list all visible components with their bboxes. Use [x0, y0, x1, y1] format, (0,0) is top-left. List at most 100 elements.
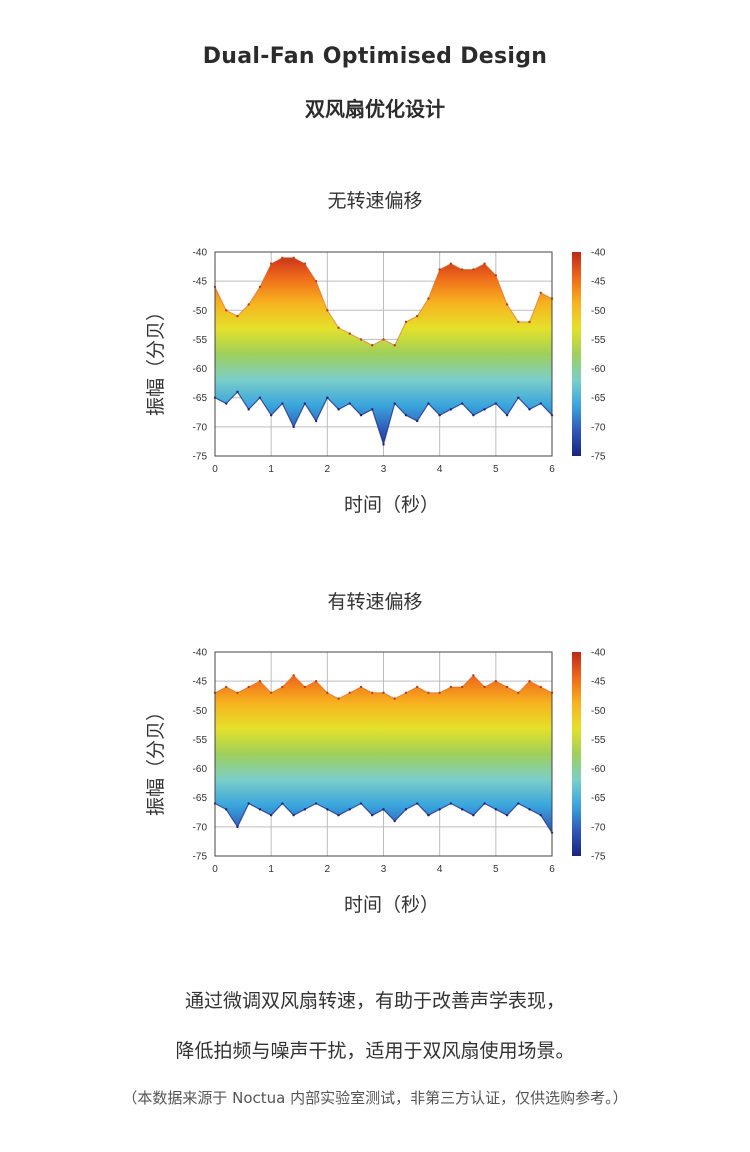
data-point-upper: [382, 691, 385, 694]
data-point-upper: [416, 685, 419, 689]
data-point-upper: [517, 691, 520, 694]
data-point-upper: [382, 338, 385, 341]
y-tick-label: -40: [193, 648, 208, 659]
data-point-lower: [449, 802, 453, 805]
data-point-upper: [371, 691, 374, 694]
x-axis-title: 时间（秒）: [344, 494, 439, 516]
data-point-upper: [460, 268, 464, 271]
data-point-lower: [258, 396, 262, 399]
data-point-upper: [460, 685, 464, 689]
data-point-upper: [247, 685, 250, 689]
data-point-lower: [539, 814, 542, 817]
data-point-lower: [314, 419, 318, 423]
data-point-lower: [382, 808, 385, 811]
colorbar-tick-label: -55: [591, 735, 606, 746]
data-point-upper: [348, 332, 351, 335]
data-source-note: （本数据来源于 Noctua 内部实验室测试，非第三方认证，仅供选购参考。）: [122, 1089, 628, 1107]
y-axis-title: 振幅（分贝）: [145, 302, 167, 416]
page-title-zh: 双风扇优化设计: [305, 97, 445, 121]
x-tick-label: 0: [212, 864, 218, 875]
data-point-lower: [247, 802, 250, 805]
data-point-upper: [359, 338, 363, 341]
description-line-2: 降低拍频与噪声干扰，适用于双风扇使用场景。: [175, 1040, 575, 1062]
colorbar-tick-label: -75: [591, 452, 606, 463]
x-tick-label: 6: [549, 864, 555, 875]
colorbar-tick-label: -65: [591, 793, 606, 804]
data-point-upper: [292, 256, 295, 260]
data-point-lower: [505, 814, 509, 817]
data-point-upper: [258, 679, 262, 683]
data-point-lower: [303, 808, 307, 811]
data-point-upper: [539, 685, 542, 689]
data-point-upper: [269, 262, 273, 265]
data-point-upper: [348, 691, 351, 694]
x-tick-label: 0: [212, 464, 218, 475]
data-point-lower: [438, 808, 441, 811]
page-title-en: Dual-Fan Optimised Design: [202, 44, 548, 69]
data-point-lower: [337, 408, 340, 411]
y-tick-label: -45: [193, 277, 208, 288]
data-point-lower: [427, 402, 430, 405]
data-point-upper: [438, 268, 441, 271]
colorbar-tick-label: -60: [591, 764, 606, 775]
data-point-upper: [416, 314, 419, 318]
data-point-lower: [438, 414, 441, 417]
data-point-upper: [337, 326, 340, 329]
data-point-upper: [269, 691, 273, 694]
amplitude-band: [215, 257, 552, 445]
colorbar-tick-label: -45: [591, 277, 606, 288]
data-point-upper: [326, 691, 329, 694]
data-point-upper: [337, 697, 340, 700]
data-point-lower: [348, 808, 351, 811]
colorbar-tick-label: -50: [591, 306, 606, 317]
data-point-lower: [281, 402, 284, 405]
x-tick-label: 4: [437, 864, 443, 875]
chart-2-with-speed-offset: 0 1 2 3 4 5 6 -40 -45 -50 -55 -60 -65 -70 -75 -40 -45 -50…: [145, 648, 606, 917]
data-point-lower: [404, 808, 408, 811]
data-point-lower: [528, 408, 531, 411]
x-axis-title: 时间（秒）: [344, 894, 439, 916]
data-point-lower: [404, 414, 408, 417]
x-tick-label: 2: [325, 864, 331, 875]
colorbar: [572, 652, 581, 856]
data-point-lower: [236, 390, 239, 394]
data-point-upper: [314, 279, 318, 283]
data-point-upper: [528, 320, 531, 324]
data-point-lower: [371, 814, 374, 817]
data-point-lower: [314, 802, 318, 805]
y-tick-label: -70: [193, 422, 208, 433]
y-tick-label: -40: [193, 248, 208, 259]
data-point-upper: [483, 262, 486, 265]
data-point-lower: [337, 814, 340, 817]
data-point-lower: [460, 402, 464, 405]
data-point-lower: [416, 419, 419, 423]
data-point-lower: [258, 808, 262, 811]
data-point-lower: [517, 802, 520, 805]
data-point-lower: [449, 408, 453, 411]
y-tick-label: -55: [193, 735, 208, 746]
y-tick-label: -65: [193, 393, 208, 404]
data-point-upper: [528, 679, 531, 683]
data-point-upper: [225, 685, 228, 689]
data-point-lower: [494, 402, 498, 405]
data-point-upper: [505, 685, 509, 689]
data-point-lower: [505, 414, 509, 417]
data-point-lower: [371, 408, 374, 411]
data-point-upper: [438, 691, 441, 694]
x-tick-label: 5: [493, 464, 499, 475]
x-tick-label: 4: [437, 464, 443, 475]
data-point-upper: [225, 309, 228, 312]
data-point-lower: [236, 825, 239, 829]
data-point-lower: [483, 802, 486, 805]
data-point-lower: [281, 802, 284, 805]
data-point-lower: [225, 808, 228, 811]
data-point-lower: [494, 808, 498, 811]
data-point-upper: [393, 697, 396, 700]
amplitude-band: [215, 675, 552, 833]
data-point-upper: [292, 674, 295, 677]
data-point-upper: [472, 674, 475, 677]
data-point-upper: [539, 291, 542, 294]
data-point-upper: [359, 685, 363, 689]
data-point-lower: [393, 402, 396, 405]
data-point-lower: [269, 414, 273, 417]
